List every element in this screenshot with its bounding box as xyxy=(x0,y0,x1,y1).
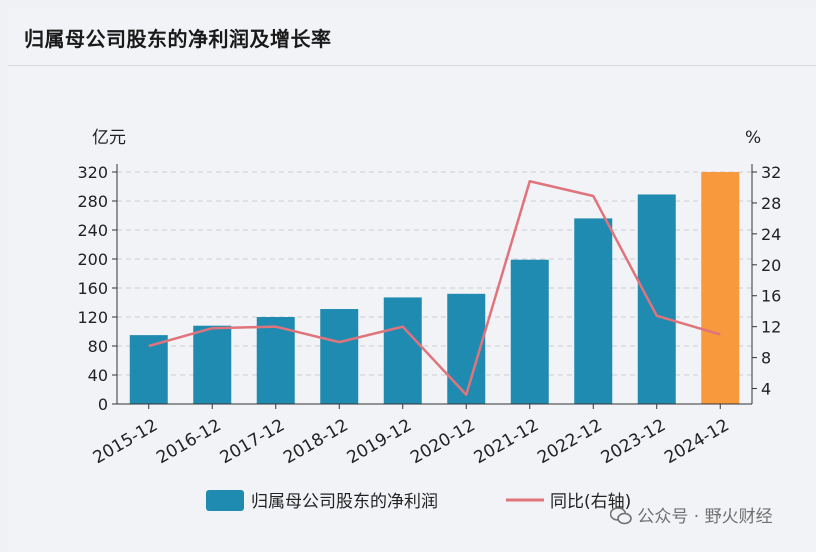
panel-header: 归属母公司股东的净利润及增长率 xyxy=(8,8,816,66)
right-tick-label: 4 xyxy=(761,380,771,399)
right-tick-label: 20 xyxy=(761,256,781,275)
bar xyxy=(320,309,359,404)
bar xyxy=(256,317,295,404)
chart-title: 归属母公司股东的净利润及增长率 xyxy=(24,27,332,51)
bar xyxy=(383,297,422,404)
right-tick-label: 12 xyxy=(761,318,781,337)
left-axis-unit: 亿元 xyxy=(92,128,126,148)
left-tick-label: 160 xyxy=(77,279,108,298)
right-tick-label: 8 xyxy=(761,349,771,368)
bar xyxy=(637,194,676,404)
left-tick-label: 120 xyxy=(77,308,108,327)
bar xyxy=(701,172,740,404)
left-tick-label: 80 xyxy=(88,337,108,356)
right-tick-label: 24 xyxy=(761,225,781,244)
left-tick-label: 320 xyxy=(77,163,108,182)
x-tick-label: 2015-12 xyxy=(90,415,162,468)
right-axis-unit: % xyxy=(745,128,761,148)
bar xyxy=(574,218,613,404)
chart-panel: 归属母公司股东的净利润及增长率 xyxy=(8,8,816,552)
wechat-icon xyxy=(610,507,632,525)
growth-line xyxy=(148,180,721,396)
x-tick-label: 2024-12 xyxy=(661,415,733,468)
x-tick-label: 2017-12 xyxy=(217,415,289,468)
left-tick-label: 40 xyxy=(88,366,108,385)
x-tick-label: 2020-12 xyxy=(407,415,479,468)
left-tick-label: 200 xyxy=(77,250,108,269)
right-tick-label: 28 xyxy=(761,194,781,213)
watermark: 公众号 · 野火财经 xyxy=(610,502,773,527)
right-tick-label: 32 xyxy=(761,163,781,182)
x-tick-label: 2019-12 xyxy=(344,415,416,468)
x-tick-label: 2022-12 xyxy=(534,415,606,468)
bar xyxy=(193,325,232,404)
bar xyxy=(510,259,549,404)
right-tick-label: 16 xyxy=(761,287,781,306)
left-tick-label: 240 xyxy=(77,221,108,240)
x-tick-label: 2018-12 xyxy=(280,415,352,468)
bar xyxy=(129,335,168,404)
x-tick-label: 2021-12 xyxy=(471,415,543,468)
watermark-text: 公众号 · 野火财经 xyxy=(637,507,773,527)
x-tick-label: 2023-12 xyxy=(598,415,670,468)
left-tick-label: 280 xyxy=(77,192,108,211)
left-tick-label: 0 xyxy=(98,395,108,414)
legend-swatch-bar xyxy=(206,490,244,511)
legend-label-bar: 归属母公司股东的净利润 xyxy=(251,492,438,512)
x-tick-label: 2016-12 xyxy=(153,415,225,468)
legend-label-line: 同比(右轴) xyxy=(550,492,631,512)
